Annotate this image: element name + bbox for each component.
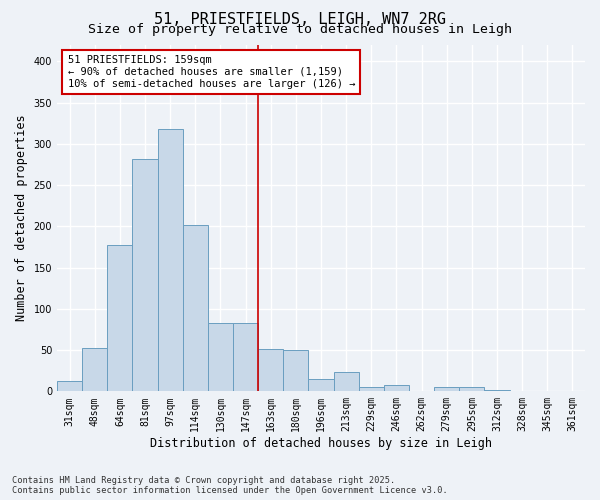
Bar (308, 379, 334, 392)
Bar (208, 323, 233, 392)
Bar (233, 323, 258, 392)
Bar (258, 350, 283, 392)
Bar (158, 129, 183, 392)
Text: 51 PRIESTFIELDS: 159sqm
← 90% of detached houses are smaller (1,159)
10% of semi: 51 PRIESTFIELDS: 159sqm ← 90% of detache… (68, 56, 355, 88)
Text: Size of property relative to detached houses in Leigh: Size of property relative to detached ho… (88, 22, 512, 36)
Bar (334, 372, 359, 392)
Bar (359, 387, 384, 392)
Bar (384, 384, 409, 392)
Bar (459, 387, 484, 392)
Bar (183, 225, 208, 392)
Bar (133, 159, 158, 392)
Text: Contains HM Land Registry data © Crown copyright and database right 2025.
Contai: Contains HM Land Registry data © Crown c… (12, 476, 448, 495)
Y-axis label: Number of detached properties: Number of detached properties (15, 115, 28, 322)
Bar (82, 348, 107, 392)
Text: 51, PRIESTFIELDS, LEIGH, WN7 2RG: 51, PRIESTFIELDS, LEIGH, WN7 2RG (154, 12, 446, 28)
Bar (107, 244, 133, 392)
Bar (484, 390, 509, 392)
Bar (434, 387, 459, 392)
Bar (283, 350, 308, 392)
Bar (57, 382, 82, 392)
X-axis label: Distribution of detached houses by size in Leigh: Distribution of detached houses by size … (150, 437, 492, 450)
